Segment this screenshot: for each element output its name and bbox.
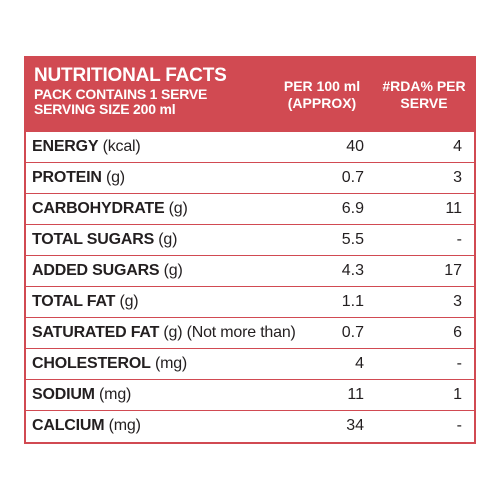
nutrient-name: TOTAL FAT (g) <box>32 293 139 310</box>
nutrient-name: CARBOHYDRATE (g) <box>32 200 188 217</box>
header-left-block: NUTRITIONAL FACTS PACK CONTAINS 1 SERVE … <box>34 66 227 117</box>
per-100ml-value: 11 <box>347 386 364 403</box>
per-100ml-value: 4 <box>355 355 364 372</box>
nutrient-name: CHOLESTEROL (mg) <box>32 355 188 372</box>
per-100ml-value: 1.1 <box>341 293 364 310</box>
nutrient-unit: (g) <box>159 262 183 279</box>
nutrient-unit: (g) <box>115 293 139 310</box>
per-100ml-value: 0.7 <box>341 169 364 186</box>
nutrient-rows: ENERGY (kcal) 40 4 PROTEIN (g) 0.7 3 CAR… <box>26 132 474 442</box>
per-100ml-value: 40 <box>346 138 364 155</box>
table-header: NUTRITIONAL FACTS PACK CONTAINS 1 SERVE … <box>26 58 474 132</box>
nutrient-name: ADDED SUGARS (g) <box>32 262 183 279</box>
per-100ml-value: 4.3 <box>341 262 364 279</box>
nutrient-unit: (g) <box>101 169 125 186</box>
table-row: ENERGY (kcal) 40 4 <box>26 132 474 163</box>
rda-value: 3 <box>453 293 462 310</box>
serving-size-text: SERVING SIZE 200 ml <box>34 101 176 117</box>
per-100ml-value: 6.9 <box>341 200 364 217</box>
rda-label: #RDA% PER <box>382 78 466 94</box>
nutrient-unit: (g) <box>164 200 188 217</box>
table-row: TOTAL FAT (g) 1.1 3 <box>26 287 474 318</box>
nutrition-facts-panel: NUTRITIONAL FACTS PACK CONTAINS 1 SERVE … <box>24 56 476 444</box>
nutrient-unit: (mg) <box>94 386 132 403</box>
table-row: CHOLESTEROL (mg) 4 - <box>26 349 474 380</box>
table-row: TOTAL SUGARS (g) 5.5 - <box>26 225 474 256</box>
nutrient-unit: (g) (Not more than) <box>159 324 296 341</box>
rda-value: 17 <box>444 262 462 279</box>
nutrient-name: SATURATED FAT (g) (Not more than) <box>32 324 296 341</box>
rda-column-header: #RDA% PER SERVE <box>374 78 474 112</box>
nutrient-unit: (kcal) <box>98 138 141 155</box>
rda-value: - <box>456 417 462 434</box>
nutrient-unit: (g) <box>154 231 178 248</box>
rda-value: 11 <box>445 200 462 217</box>
nutrient-name: PROTEIN (g) <box>32 169 125 186</box>
table-row: SATURATED FAT (g) (Not more than) 0.7 6 <box>26 318 474 349</box>
nutrient-name: SODIUM (mg) <box>32 386 132 403</box>
table-title: NUTRITIONAL FACTS <box>34 65 227 86</box>
table-row: ADDED SUGARS (g) 4.3 17 <box>26 256 474 287</box>
rda-value: - <box>456 355 462 372</box>
nutrient-name: CALCIUM (mg) <box>32 417 141 434</box>
nutrient-name: TOTAL SUGARS (g) <box>32 231 178 248</box>
nutrient-name: ENERGY (kcal) <box>32 138 141 155</box>
table-row: CARBOHYDRATE (g) 6.9 11 <box>26 194 474 225</box>
rda-value: 4 <box>453 138 462 155</box>
table-row: CALCIUM (mg) 34 - <box>26 411 474 442</box>
rda-value: - <box>456 231 462 248</box>
serve-label: SERVE <box>400 95 448 111</box>
rda-value: 1 <box>453 386 462 403</box>
per-100ml-value: 5.5 <box>341 231 364 248</box>
rda-value: 6 <box>453 324 462 341</box>
table-row: PROTEIN (g) 0.7 3 <box>26 163 474 194</box>
approx-label: (APPROX) <box>287 95 357 111</box>
nutrient-unit: (mg) <box>150 355 188 372</box>
per-100ml-value: 0.7 <box>341 324 364 341</box>
table-row: SODIUM (mg) 11 1 <box>26 380 474 411</box>
per-100ml-label: PER 100 ml <box>283 78 361 94</box>
per-100ml-column-header: PER 100 ml (APPROX) <box>274 78 370 112</box>
rda-value: 3 <box>453 169 462 186</box>
nutrient-unit: (mg) <box>104 417 141 434</box>
pack-contents-text: PACK CONTAINS 1 SERVE <box>34 86 208 102</box>
per-100ml-value: 34 <box>346 417 364 434</box>
